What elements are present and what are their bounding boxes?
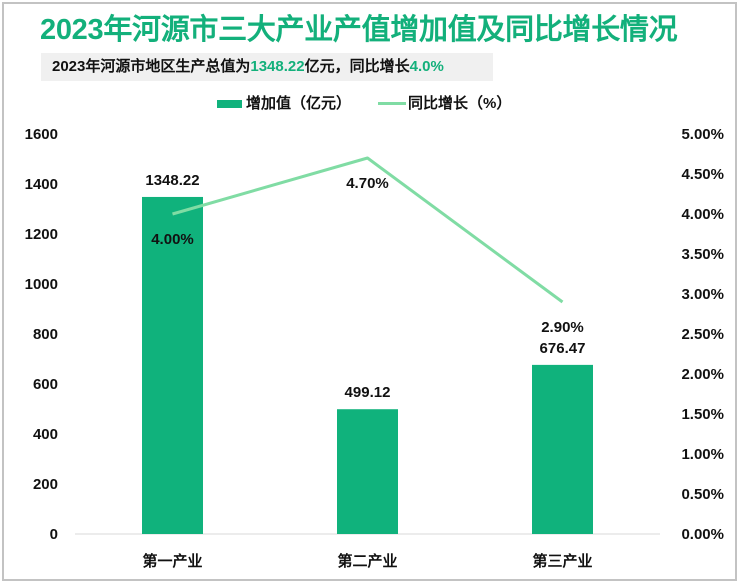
left-axis-tick-label: 400 <box>33 426 58 443</box>
category-label: 第二产业 <box>337 552 397 570</box>
bar-1 <box>142 196 203 534</box>
right-axis-tick-label: 1.50% <box>681 406 724 423</box>
right-axis-tick-label: 4.50% <box>681 166 724 183</box>
bar-value-label: 499.12 <box>345 384 391 401</box>
line-value-label: 2.90% <box>541 319 584 336</box>
bar-value-label: 1348.22 <box>145 172 199 189</box>
yoy-growth-line <box>172 156 564 304</box>
right-axis-tick-label: 4.00% <box>681 206 724 223</box>
chart-title: 2023年河源市三大产业产值增加值及同比增长情况 <box>40 14 678 46</box>
right-axis-tick-label: 2.50% <box>681 326 724 343</box>
subtitle-box: 2023年河源市地区生产总值为1348.22亿元，同比增长4.0% <box>41 53 493 81</box>
legend-label-yoy-growth: 同比增长（%） <box>408 95 512 112</box>
left-axis-tick-label: 1600 <box>25 126 58 143</box>
subtitle: 2023年河源市地区生产总值为1348.22亿元，同比增长4.0% <box>52 53 444 81</box>
line-value-label: 4.00% <box>151 231 194 248</box>
left-axis-tick-label: 1000 <box>25 276 58 293</box>
left-axis-tick-label: 600 <box>33 376 58 393</box>
subtitle-growth-value: 4.0% <box>409 58 444 75</box>
legend-label-value-added: 增加值（亿元） <box>246 95 352 112</box>
subtitle-middle: 亿元，同比增长 <box>304 58 410 75</box>
right-axis-tick-label: 2.00% <box>681 366 724 383</box>
category-label: 第三产业 <box>532 552 592 570</box>
left-axis-tick-label: 1200 <box>25 226 58 243</box>
bar-3 <box>532 364 593 534</box>
category-label: 第一产业 <box>142 552 202 570</box>
right-axis-tick-label: 1.00% <box>681 446 724 463</box>
left-axis-tick-label: 800 <box>33 326 58 343</box>
subtitle-prefix: 2023年河源市地区生产总值为 <box>52 58 251 75</box>
right-axis-tick-label: 3.00% <box>681 286 724 303</box>
right-axis-tick-label: 3.50% <box>681 246 724 263</box>
right-axis-tick-label: 5.00% <box>681 126 724 143</box>
legend-bar-swatch-icon <box>217 100 242 108</box>
bar-2 <box>337 409 398 534</box>
line-value-label: 4.70% <box>346 175 389 192</box>
right-axis-tick-label: 0.50% <box>681 486 724 503</box>
subtitle-gdp-value: 1348.22 <box>250 58 305 75</box>
left-axis-tick-label: 200 <box>33 476 58 493</box>
left-axis-tick-label: 1400 <box>25 176 58 193</box>
bar-value-label: 676.47 <box>540 340 586 357</box>
left-axis-tick-label: 0 <box>50 526 58 543</box>
legend-line-swatch-icon <box>378 102 406 105</box>
right-axis-tick-label: 0.00% <box>681 526 724 543</box>
